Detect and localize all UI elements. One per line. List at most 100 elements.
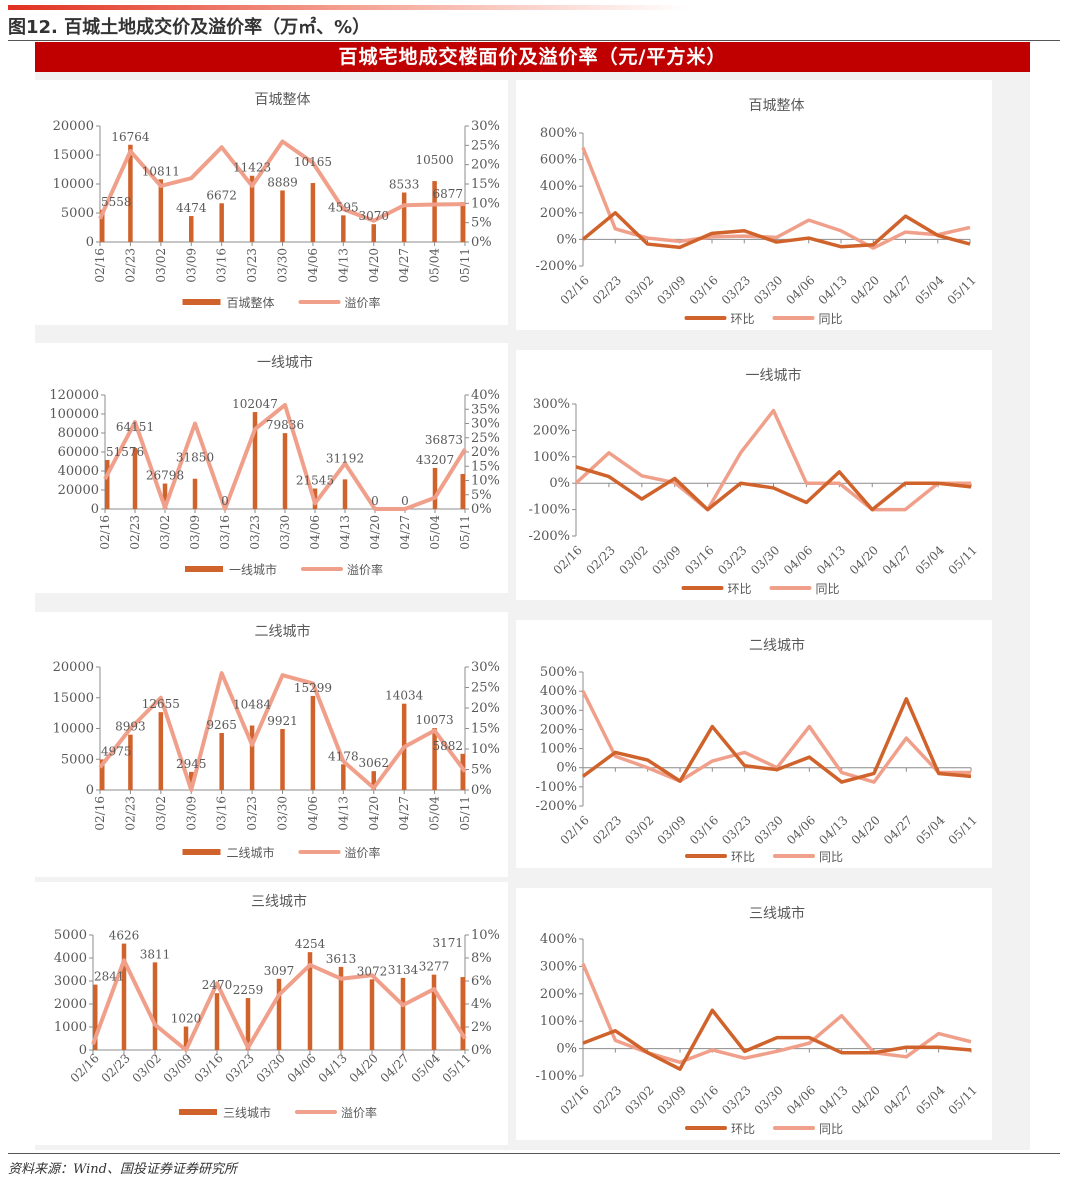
bar-data-label: 16764: [111, 130, 150, 144]
x-tick-label: 03/30: [752, 1083, 786, 1117]
bar: [214, 993, 220, 1050]
y-tick-label: 2000: [54, 997, 87, 1012]
x-tick-label: 04/20: [848, 273, 882, 307]
bar-data-label: 79836: [266, 418, 304, 432]
y-tick-label: 80000: [58, 426, 99, 441]
x-tick-label: 04/13: [338, 515, 352, 550]
bar-data-label: 3070: [358, 209, 389, 223]
chart-baicheng-growth: 百城整体 -200% 0% 200% 400% 600% 800% 02/16 02/23 03/…: [516, 80, 992, 330]
x-tick-label: 02/23: [590, 813, 624, 847]
chart-tier1-volume: 一线城市 0 20000 40000 60000 80000 100000 120000 02/…: [35, 343, 508, 593]
legend-item: 三线城市: [179, 1105, 271, 1120]
x-tick-label: 05/04: [913, 543, 948, 578]
x-tick-label: 05/11: [440, 1051, 474, 1085]
legend-item: 溢价率: [301, 562, 383, 577]
bar-data-label: 5558: [101, 195, 132, 209]
bar-data-label: 4595: [328, 200, 359, 214]
x-tick-label: 03/02: [158, 515, 172, 550]
bar: [310, 183, 316, 242]
x-tick-label: 03/30: [748, 543, 782, 577]
x-tick-label: 03/16: [687, 273, 721, 307]
x-tick-label: 03/09: [654, 273, 688, 307]
x-tick-label: 05/04: [912, 273, 947, 308]
bar-data-label: 3277: [419, 960, 450, 974]
y-tick-label: 300%: [533, 397, 570, 412]
legend-label: 溢价率: [341, 1105, 377, 1120]
mom-line: [581, 211, 971, 250]
y2-tick-label: 30%: [471, 660, 500, 675]
chart-title: 二线城市: [255, 623, 311, 640]
chart-title: 百城整体: [749, 98, 805, 114]
yoy-line: [574, 408, 971, 512]
x-tick-label: 03/02: [622, 813, 656, 847]
legend-item: 二线城市: [182, 845, 275, 860]
legend-item: 溢价率: [298, 845, 381, 860]
chart-svg: 百城整体-200%0%200%400%600%800%02/1602/2303/…: [535, 98, 979, 326]
legend-swatch: [185, 566, 223, 572]
bar: [249, 725, 255, 790]
y2-tick-label: 10%: [471, 474, 500, 489]
y-tick-label: 0%: [556, 232, 577, 247]
bar-data-label: 2841: [94, 970, 125, 984]
bar-data-label: 43207: [416, 453, 454, 467]
bar: [369, 979, 375, 1050]
x-tick-label: 04/06: [784, 1083, 818, 1117]
bar: [432, 467, 438, 509]
y-tick-label: -100%: [528, 503, 570, 518]
legend-label: 同比: [819, 1122, 843, 1136]
bar: [100, 759, 105, 790]
legend-item: 百城整体: [182, 295, 275, 310]
y2-tick-label: 30%: [471, 417, 500, 432]
y2-tick-label: 15%: [471, 459, 500, 474]
bar: [93, 984, 98, 1050]
legend-item: 同比: [773, 850, 843, 864]
bar-data-label: 4975: [101, 744, 132, 758]
bar-data-label: 2945: [176, 757, 207, 771]
bar: [310, 695, 316, 790]
x-tick-label: 04/20: [368, 515, 382, 550]
bar: [432, 728, 437, 790]
bar-data-label: 9921: [267, 714, 298, 728]
bar-data-label: 3134: [388, 963, 419, 977]
bar-data-label: 11423: [233, 161, 271, 175]
x-tick-label: 05/11: [946, 1083, 980, 1117]
y2-tick-label: 20%: [471, 701, 500, 716]
bar-data-label: 21545: [296, 474, 334, 488]
bar: [460, 753, 465, 790]
y-tick-label: 0: [86, 783, 94, 798]
bar: [189, 771, 194, 790]
legend-label: 环比: [731, 312, 755, 326]
y2-tick-label: 5%: [471, 488, 492, 503]
legend-swatch: [179, 1109, 217, 1115]
legend-label: 环比: [731, 1122, 755, 1136]
x-tick-label: 04/06: [781, 543, 815, 577]
x-tick-label: 03/02: [622, 273, 656, 307]
bar-data-label: 3811: [140, 947, 171, 961]
y-tick-label: -200%: [535, 259, 577, 274]
legend-item: 同比: [772, 312, 843, 326]
y-tick-label: -100%: [535, 1069, 577, 1084]
x-tick-label: 03/16: [687, 813, 721, 847]
bar-data-label: 1020: [171, 1012, 202, 1026]
x-tick-label: 05/04: [428, 248, 442, 283]
y-tick-label: 100%: [540, 1014, 577, 1029]
bar-data-label: 3062: [358, 756, 389, 770]
y2-tick-label: 20%: [471, 158, 500, 173]
chart-title: 一线城市: [746, 367, 802, 384]
x-tick-label: 05/11: [458, 796, 472, 831]
x-tick-label: 03/23: [719, 273, 753, 307]
x-tick-label: 03/30: [254, 1051, 288, 1085]
legend-label: 一线城市: [229, 562, 277, 577]
x-tick-label: 04/13: [336, 248, 350, 283]
y-tick-label: 100000: [49, 407, 99, 422]
y2-tick-label: 5%: [471, 216, 492, 231]
legend-item: 环比: [685, 850, 755, 864]
y-tick-label: 3000: [54, 974, 87, 989]
x-tick-label: 03/30: [752, 813, 786, 847]
legend-item: 溢价率: [298, 295, 381, 310]
y-tick-label: 0%: [549, 476, 570, 491]
x-tick-label: 02/16: [98, 515, 112, 550]
y2-tick-label: 30%: [471, 119, 500, 134]
x-tick-label: 05/04: [409, 1051, 444, 1086]
bar-data-label: 10500: [415, 153, 453, 167]
